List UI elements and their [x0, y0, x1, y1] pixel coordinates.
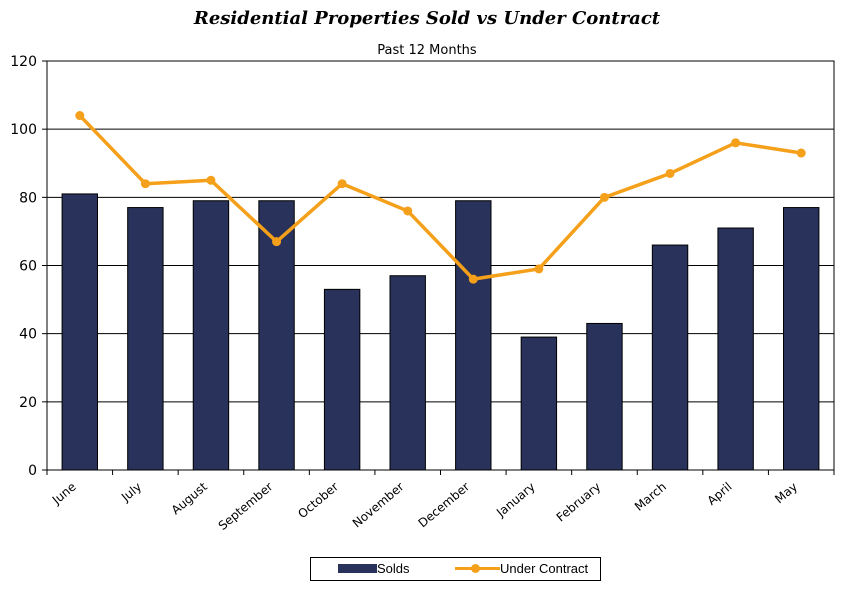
- y-tick-label: 120: [10, 54, 37, 70]
- point-under-contract-july: [140, 179, 150, 189]
- point-under-contract-january: [534, 264, 544, 274]
- bar-solds-february: [586, 322, 623, 471]
- x-tick-label: February: [554, 480, 604, 525]
- point-under-contract-december: [468, 274, 478, 284]
- chart-legend: Solds Under Contract: [310, 557, 601, 581]
- x-tick-label: May: [772, 480, 800, 507]
- y-tick-label: 80: [19, 190, 37, 206]
- y-tick-label: 20: [19, 395, 37, 411]
- legend-swatch-solds: [338, 564, 377, 573]
- chart-subtitle: Past 12 Months: [377, 43, 477, 58]
- chart-title: Residential Properties Sold vs Under Con…: [193, 8, 661, 29]
- point-under-contract-june: [75, 111, 85, 121]
- line-series-under-contract: [75, 111, 806, 284]
- point-under-contract-august: [206, 175, 216, 185]
- bar-solds-may: [783, 207, 820, 471]
- x-tick-label: August: [169, 479, 210, 517]
- line-under-contract: [78, 114, 802, 281]
- x-tick-label: July: [118, 480, 144, 505]
- point-under-contract-may: [796, 148, 806, 158]
- x-tick-label: November: [350, 480, 407, 531]
- x-tick-label: April: [705, 480, 735, 508]
- bar-solds-march: [651, 244, 689, 471]
- y-tick-label: 100: [10, 122, 37, 138]
- legend-swatch-under-contract-marker: [471, 564, 480, 573]
- y-tick-labels: 0 20 40 60 80 100 120: [10, 54, 37, 479]
- axes: [42, 60, 835, 475]
- x-tick-label: September: [216, 480, 276, 533]
- x-tick-label: October: [295, 480, 341, 522]
- point-under-contract-march: [665, 168, 675, 178]
- y-tick-label: 0: [28, 463, 37, 479]
- y-tick-label: 40: [19, 327, 37, 343]
- bar-solds-october: [323, 288, 361, 471]
- x-tick-label: December: [416, 480, 473, 531]
- gridlines: [47, 60, 834, 403]
- legend-label-under-contract: Under Contract: [500, 561, 589, 576]
- y-tick-label: 60: [19, 259, 37, 275]
- bar-solds-april: [717, 227, 754, 471]
- x-tick-labels: June July August September October November De…: [49, 479, 800, 533]
- point-under-contract-october: [337, 179, 347, 189]
- bar-solds-january: [520, 336, 558, 471]
- point-under-contract-april: [731, 138, 741, 148]
- bar-solds-december: [455, 200, 492, 471]
- bar-series-solds: [61, 193, 820, 471]
- bar-solds-august: [192, 200, 230, 471]
- legend-label-solds: Solds: [377, 561, 410, 576]
- bar-solds-july: [127, 207, 164, 471]
- point-under-contract-september: [272, 237, 282, 247]
- x-tick-label: June: [49, 480, 79, 508]
- x-tick-label: March: [632, 480, 669, 514]
- point-under-contract-november: [403, 206, 413, 216]
- bar-solds-june: [61, 193, 98, 471]
- x-tick-label: January: [493, 480, 538, 521]
- point-under-contract-february: [599, 192, 609, 202]
- bar-solds-november: [389, 275, 426, 471]
